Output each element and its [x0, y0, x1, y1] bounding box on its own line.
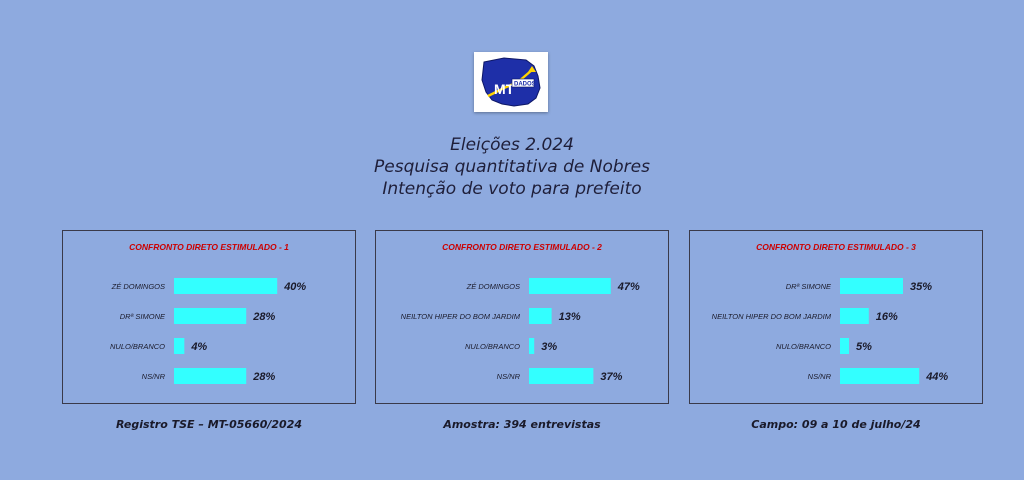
category-label: NULO/BRANCO: [776, 342, 831, 351]
bar: [840, 368, 920, 384]
footer-campo: Campo: 09 a 10 de julho/24: [751, 418, 921, 431]
title-line-3: Intenção de voto para prefeito: [382, 179, 642, 199]
value-label: 5%: [856, 341, 872, 353]
footer-amostra: Amostra: 394 entrevistas: [443, 418, 601, 431]
chart-3: CONFRONTO DIRETO ESTIMULADO - 3 DRª SIMON…: [712, 242, 948, 384]
chart-title: CONFRONTO DIRETO ESTIMULADO - 1: [129, 242, 289, 252]
category-label: NS/NR: [497, 372, 521, 381]
category-label: NEILTON HIPER DO BOM JARDIM: [401, 312, 521, 321]
bar: [174, 278, 278, 294]
category-label: NEILTON HIPER DO BOM JARDIM: [712, 312, 832, 321]
value-label: 4%: [190, 341, 207, 353]
value-label: 13%: [559, 311, 581, 323]
category-label: NS/NR: [808, 372, 832, 381]
bar: [174, 308, 247, 324]
category-label: DRª SIMONE: [120, 312, 166, 321]
value-label: 28%: [252, 371, 275, 383]
category-label: NS/NR: [142, 372, 166, 381]
report-titles: Eleições 2.024 Pesquisa quantitativa de …: [0, 134, 1024, 200]
logo-text-sub: DADOS: [514, 82, 536, 88]
category-label: DRª SIMONE: [786, 282, 832, 291]
bar: [174, 368, 247, 384]
value-label: 44%: [925, 371, 948, 383]
bar: [529, 278, 611, 294]
bar: [529, 308, 552, 324]
bar: [529, 338, 535, 354]
chart-title: CONFRONTO DIRETO ESTIMULADO - 3: [756, 242, 916, 252]
chart-panel-3: CONFRONTO DIRETO ESTIMULADO - 3 DRª SIMON…: [689, 230, 983, 404]
value-label: 28%: [252, 311, 275, 323]
category-label: ZÉ DOMINGOS: [466, 282, 520, 291]
chart-1: CONFRONTO DIRETO ESTIMULADO - 1 ZÉ DOMING…: [110, 242, 306, 384]
value-label: 37%: [600, 371, 622, 383]
chart-2: CONFRONTO DIRETO ESTIMULADO - 2 ZÉ DOMING…: [401, 242, 640, 384]
value-label: 47%: [617, 281, 640, 293]
category-label: NULO/BRANCO: [465, 342, 520, 351]
title-line-1: Eleições 2.024: [450, 135, 574, 155]
value-label: 40%: [283, 281, 306, 293]
value-label: 16%: [876, 311, 898, 323]
value-label: 35%: [910, 281, 932, 293]
footer-registro: Registro TSE – MT-05660/2024: [115, 418, 303, 431]
chart-panel-1: CONFRONTO DIRETO ESTIMULADO - 1 ZÉ DOMING…: [62, 230, 356, 404]
chart-title: CONFRONTO DIRETO ESTIMULADO - 2: [442, 242, 602, 252]
bar: [840, 308, 869, 324]
chart-panel-2: CONFRONTO DIRETO ESTIMULADO - 2 ZÉ DOMING…: [375, 230, 669, 404]
bar: [840, 278, 903, 294]
logo-text-main: MT: [494, 81, 515, 97]
mt-dados-logo: MT DADOS: [474, 52, 548, 112]
title-line-2: Pesquisa quantitativa de Nobres: [374, 157, 650, 177]
bar: [529, 368, 594, 384]
bar: [840, 338, 849, 354]
bar: [174, 338, 185, 354]
value-label: 3%: [541, 341, 557, 353]
category-label: NULO/BRANCO: [110, 342, 165, 351]
category-label: ZÉ DOMINGOS: [111, 282, 165, 291]
